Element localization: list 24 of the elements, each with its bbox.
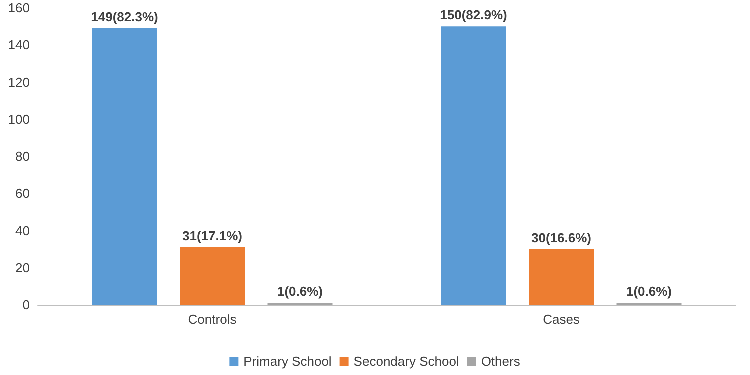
y-tick-label: 120 (8, 74, 30, 90)
data-label: 150(82.9%) (440, 8, 508, 23)
y-tick-label: 60 (16, 186, 30, 202)
data-label: 30(16.6%) (532, 230, 592, 246)
x-tick-label: Controls (188, 312, 238, 327)
data-label: 1(0.6%) (626, 284, 672, 300)
bar (441, 26, 506, 305)
data-label: 1(0.6%) (277, 284, 324, 300)
legend-label: Secondary School (354, 354, 460, 369)
legend-label: Primary School (244, 354, 332, 369)
y-tick-label: 20 (16, 260, 30, 276)
y-tick-label: 140 (8, 38, 30, 53)
bar (180, 247, 245, 305)
data-label: 149(82.3%) (91, 9, 158, 24)
legend-label: Others (481, 354, 521, 369)
y-tick-label: 100 (8, 112, 30, 127)
bar (92, 28, 158, 305)
y-tick-label: 160 (8, 0, 30, 16)
bar (529, 249, 594, 305)
y-tick-label: 40 (16, 223, 30, 238)
data-label: 31(17.1%) (182, 228, 242, 244)
y-tick-label: 0 (22, 298, 30, 312)
x-tick-label: Cases (543, 312, 580, 327)
y-tick-label: 80 (16, 149, 30, 164)
